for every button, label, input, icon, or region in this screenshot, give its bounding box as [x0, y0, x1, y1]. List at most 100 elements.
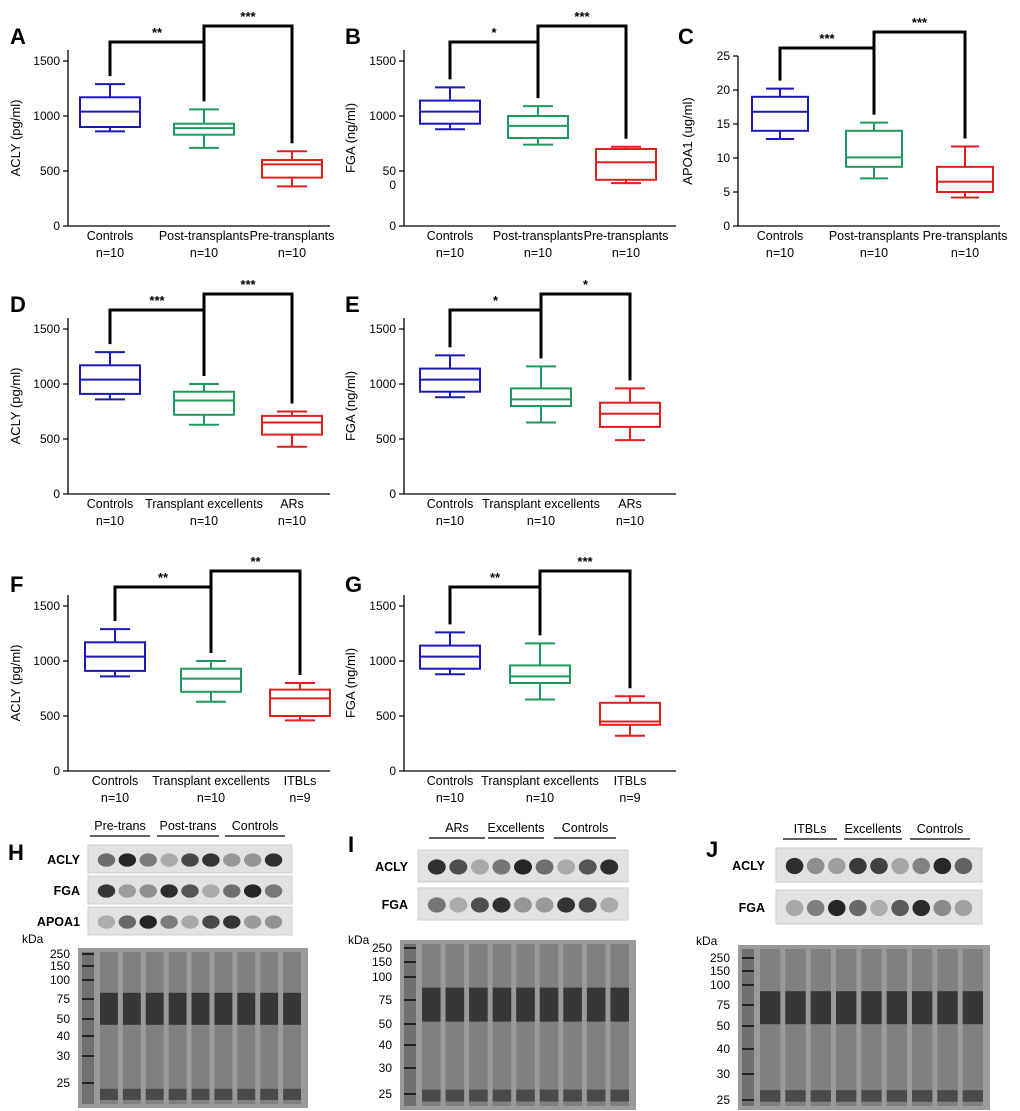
blot-panel-H: H Pre-trans Post-trans Controls ACLY FGA APOA1…: [8, 819, 308, 1108]
box-transplant-excellents: [173, 383, 235, 426]
gel-band-light: [492, 1089, 512, 1102]
blot-band: [912, 899, 931, 917]
blot-band: [891, 899, 909, 917]
gel-band-light: [912, 1090, 933, 1102]
gel-band-light: [610, 1089, 629, 1102]
significance-stars: ***: [240, 277, 256, 292]
blot-band: [160, 853, 178, 867]
significance-stars: ***: [240, 9, 256, 24]
significance-stars: ***: [574, 9, 590, 24]
blot-band: [600, 859, 619, 875]
significance-bracket: [778, 46, 874, 81]
kda-marker-label: 25: [379, 1087, 393, 1101]
y-tick-label: 0: [389, 487, 396, 501]
gel-lane: [563, 944, 582, 1106]
gel-band-light: [937, 1090, 958, 1102]
x-category-label: Controls: [427, 774, 474, 788]
y-tick-label: 0: [389, 764, 396, 778]
blot-band: [849, 899, 867, 917]
gel-lane: [886, 949, 907, 1106]
significance-bracket: [113, 585, 211, 622]
blot-band: [514, 897, 532, 913]
blot-row-label: ACLY: [732, 859, 766, 873]
kda-marker-label: 40: [717, 1042, 731, 1056]
gel-band-light: [445, 1089, 465, 1102]
blot-band: [118, 915, 137, 929]
kda-marker-label: 50: [717, 1019, 731, 1033]
box-ars: [599, 387, 661, 442]
box-iqr: [507, 115, 569, 139]
box-iqr: [751, 95, 809, 132]
gel-band-heavy: [260, 992, 279, 1025]
y-tick-label: 5: [723, 185, 730, 199]
blot-band: [578, 897, 597, 913]
panel-label: F: [10, 572, 23, 597]
box-transplant-excellents: [180, 660, 242, 703]
lane-group-label: Controls: [232, 819, 279, 833]
y-tick-label: 25: [717, 49, 731, 63]
box-controls: [419, 631, 481, 676]
lane-group-label: Controls: [917, 822, 964, 836]
blot-band: [181, 884, 199, 898]
y-tick-label-line: 0: [389, 178, 396, 192]
gel-band-heavy: [610, 987, 629, 1022]
blot-band: [202, 884, 220, 898]
gel-band-light: [962, 1090, 983, 1102]
blot-band: [97, 915, 116, 929]
blot-band: [202, 915, 220, 929]
blot-band: [97, 884, 116, 898]
box-ars: [261, 410, 323, 448]
gel-band-light: [516, 1089, 535, 1102]
gel-lane: [469, 944, 488, 1106]
blot-band: [806, 899, 825, 917]
box-pre-transplants: [261, 150, 323, 188]
y-tick-label: 500: [376, 432, 396, 446]
x-category-label: Transplant excellents: [152, 774, 270, 788]
box-post-transplants: [173, 108, 235, 149]
box-iqr: [180, 667, 242, 693]
blot-band: [264, 853, 283, 867]
box-post-transplants: [507, 105, 569, 146]
box-transplant-excellents: [509, 642, 571, 701]
gel-lane: [122, 952, 141, 1104]
gel-band-light: [586, 1089, 606, 1102]
gel-lane: [214, 952, 233, 1104]
x-sample-size: n=10: [436, 246, 464, 260]
blot-band: [223, 853, 241, 867]
gel-band-heavy: [861, 991, 882, 1025]
x-category-label: Controls: [87, 497, 134, 511]
y-tick-label: 20: [717, 83, 731, 97]
y-axis-label: FGA (ng/ml): [343, 371, 358, 441]
chart-panel-C: C APOA1 (ug/ml) 0 5 10 15 20 25 Controls n=10 Post…: [678, 15, 1007, 260]
blot-band: [118, 884, 137, 898]
significance-bracket: [448, 308, 541, 348]
blot-band: [470, 859, 489, 875]
y-tick-label: 15: [717, 117, 731, 131]
kda-marker-label: 50: [57, 1012, 71, 1026]
significance-stars: ***: [577, 554, 593, 569]
kda-marker-label: 250: [50, 947, 70, 961]
blot-band: [785, 857, 804, 875]
y-axis-label: FGA (ng/ml): [343, 648, 358, 718]
x-category-label: Post-transplants: [493, 229, 583, 243]
kda-marker-label: 25: [717, 1093, 731, 1107]
y-axis-label: ACLY (pg/ml): [8, 100, 23, 177]
blot-band: [535, 859, 554, 875]
blot-band: [223, 884, 241, 898]
chart-panel-G: G FGA (ng/ml) 0 500 1000 1500 Controls n=10 Tran…: [343, 554, 676, 805]
gel-lane: [100, 952, 118, 1104]
x-sample-size: n=10: [436, 791, 464, 805]
gel-band-heavy: [214, 992, 233, 1025]
x-category-label: ARs: [618, 497, 642, 511]
kda-marker-label: 30: [379, 1061, 393, 1075]
box-iqr: [595, 148, 657, 181]
blot-band: [139, 915, 157, 929]
gel-band-heavy: [145, 992, 164, 1025]
x-category-label: Post-transplants: [159, 229, 249, 243]
gel-lane: [539, 944, 559, 1106]
significance-stars: *: [493, 293, 499, 308]
blot-band: [535, 897, 554, 913]
blot-band: [243, 884, 262, 898]
x-sample-size: n=10: [860, 246, 888, 260]
